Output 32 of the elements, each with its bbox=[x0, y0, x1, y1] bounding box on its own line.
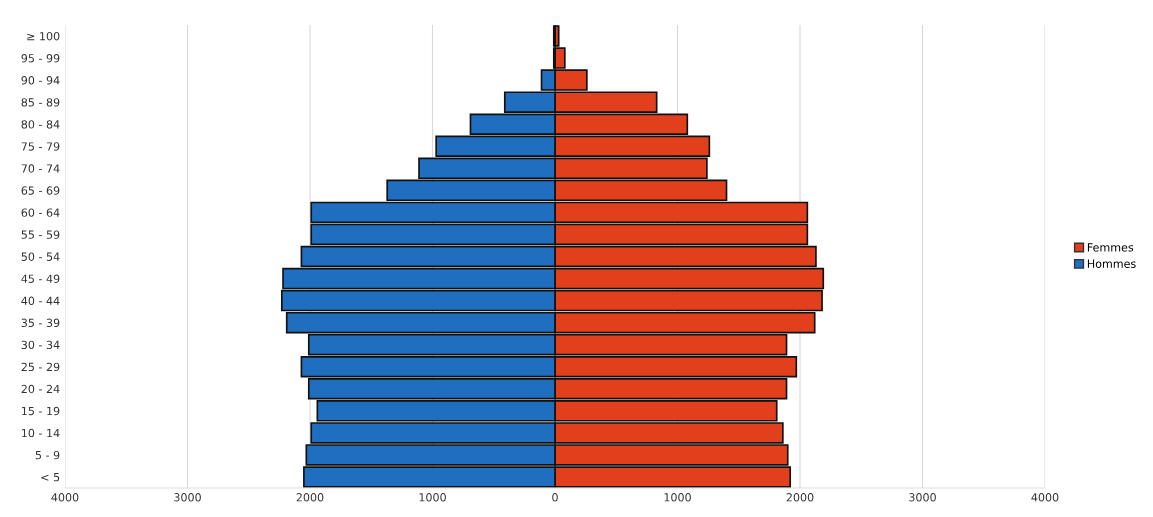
y-tick-label: 80 - 84 bbox=[21, 120, 60, 129]
y-tick-label: 60 - 64 bbox=[21, 208, 60, 217]
y-tick-label: 30 - 34 bbox=[21, 340, 60, 350]
y-tick-label: 35 - 39 bbox=[21, 318, 60, 328]
y-tick-label: 95 - 99 bbox=[21, 54, 60, 63]
x-tick-label: 4000 bbox=[51, 493, 79, 502]
x-tick-label: 0 bbox=[552, 493, 558, 502]
y-tick-label: 15 - 19 bbox=[22, 406, 60, 416]
legend-label: Femmes bbox=[1087, 243, 1134, 252]
x-tick-label: 1000 bbox=[664, 493, 691, 502]
x-tick-label: 2000 bbox=[786, 493, 814, 502]
y-tick-label: 10 - 14 bbox=[22, 428, 60, 438]
y-tick-label: 55 - 59 bbox=[21, 230, 60, 239]
legend-label: Hommes bbox=[1087, 259, 1136, 268]
y-tick-label: 85 - 89 bbox=[21, 98, 60, 107]
y-tick-label: 25 - 29 bbox=[21, 362, 60, 372]
x-tick-label: 4000 bbox=[1031, 493, 1059, 502]
y-tick-label: 65 - 69 bbox=[21, 186, 60, 195]
y-tick-label: 5 - 9 bbox=[35, 450, 60, 460]
y-tick-label: 45 - 49 bbox=[21, 274, 60, 283]
x-tick-label: 1000 bbox=[419, 493, 446, 502]
y-tick-label: 90 - 94 bbox=[21, 76, 60, 85]
y-tick-label: 40 - 44 bbox=[21, 296, 60, 305]
y-tick-label: ≥ 100 bbox=[27, 32, 60, 41]
y-tick-label: 75 - 79 bbox=[21, 142, 60, 151]
x-tick-label: 3000 bbox=[174, 493, 201, 502]
y-tick-label: 50 - 54 bbox=[21, 252, 60, 261]
x-tick-label: 2000 bbox=[296, 493, 324, 502]
y-tick-label: 20 - 24 bbox=[21, 384, 60, 394]
y-tick-label: < 5 bbox=[41, 473, 60, 482]
y-tick-label: 70 - 74 bbox=[21, 164, 60, 173]
x-tick-label: 3000 bbox=[909, 493, 936, 502]
